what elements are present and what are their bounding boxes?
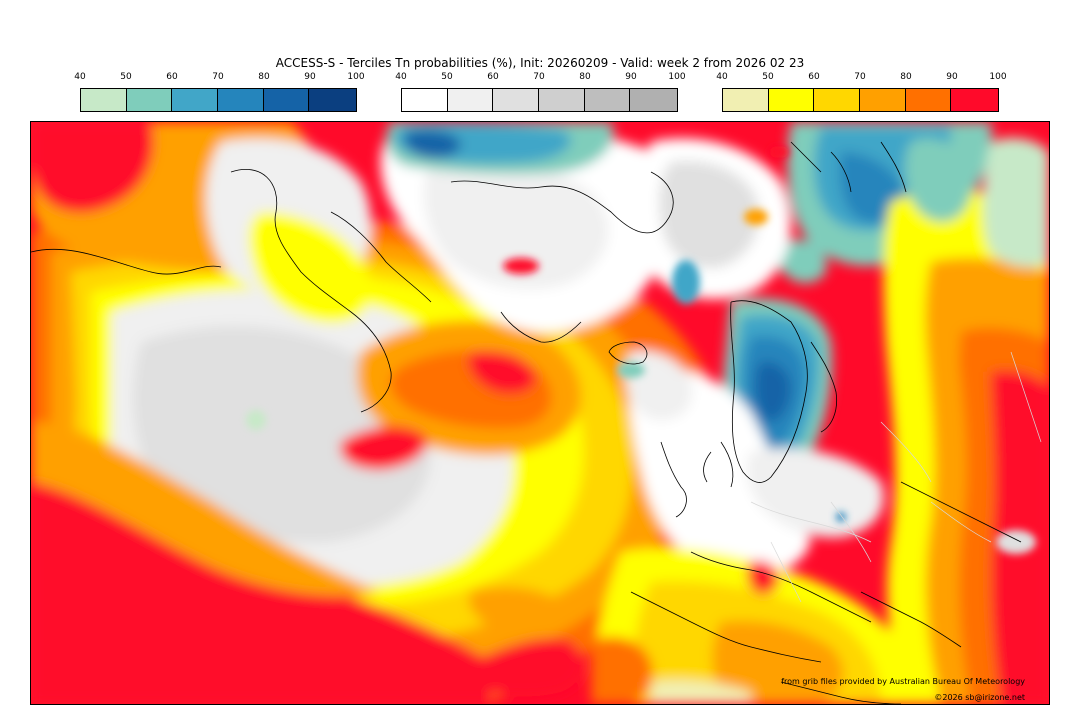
tick-label: 40 (395, 72, 407, 82)
tick-label: 40 (74, 72, 86, 82)
tick-label: 50 (120, 72, 132, 82)
legend-swatch (951, 89, 999, 111)
coastlines (31, 141, 1022, 704)
tick-label: 100 (989, 72, 1007, 82)
legend-swatch (126, 89, 173, 111)
legend-above-normal: 40 50 60 70 80 90 100 (716, 72, 1007, 112)
tick-label: 80 (579, 72, 591, 82)
legend-ticks: 40 50 60 70 80 90 100 (74, 72, 364, 84)
tick-label: 70 (854, 72, 866, 82)
copyright-credit: ©2026 sb@irizone.net (934, 693, 1025, 702)
legend-swatch (860, 89, 906, 111)
legend-swatch (172, 89, 219, 111)
map-canvas (31, 122, 1049, 704)
tick-label: 60 (166, 72, 178, 82)
legend-colorbar (722, 88, 999, 112)
tick-label: 100 (347, 72, 365, 82)
tick-label: 90 (625, 72, 637, 82)
legend-swatch (584, 89, 631, 111)
tick-label: 40 (716, 72, 728, 82)
legend-swatch (402, 89, 448, 111)
tick-label: 60 (808, 72, 820, 82)
tick-label: 50 (441, 72, 453, 82)
tick-label: 60 (487, 72, 499, 82)
legend-colorbar (401, 88, 678, 112)
legend-swatch (263, 89, 310, 111)
data-source-credit: from grib files provided by Australian B… (781, 677, 1025, 686)
legend-swatch (493, 89, 540, 111)
legend-swatch (309, 89, 357, 111)
tick-label: 70 (533, 72, 545, 82)
legend-swatch (630, 89, 678, 111)
legend-swatch (723, 89, 769, 111)
legend-swatch (905, 89, 952, 111)
tick-label: 80 (258, 72, 270, 82)
legend-swatch (447, 89, 494, 111)
tick-label: 90 (304, 72, 316, 82)
legend-swatch (539, 89, 585, 111)
legend-swatch (814, 89, 861, 111)
legend-swatch (81, 89, 127, 111)
chart-title: ACCESS-S - Terciles Tn probabilities (%)… (275, 56, 805, 70)
legend-ticks: 40 50 60 70 80 90 100 (395, 72, 685, 84)
country-borders (750, 351, 1042, 603)
legend-below-normal: 40 50 60 70 80 90 100 (74, 72, 365, 112)
legend-ticks: 40 50 60 70 80 90 100 (716, 72, 1006, 84)
local-features (246, 146, 1036, 554)
legend-colorbar (80, 88, 357, 112)
probability-map: from grib files provided by Australian B… (30, 121, 1050, 705)
tick-label: 70 (212, 72, 224, 82)
tick-label: 100 (668, 72, 686, 82)
field-layers (31, 122, 1049, 704)
legend-normal: 40 50 60 70 80 90 100 (395, 72, 686, 112)
legend-swatch (768, 89, 815, 111)
tick-label: 80 (900, 72, 912, 82)
legend-swatch (218, 89, 264, 111)
tick-label: 90 (946, 72, 958, 82)
tick-label: 50 (762, 72, 774, 82)
